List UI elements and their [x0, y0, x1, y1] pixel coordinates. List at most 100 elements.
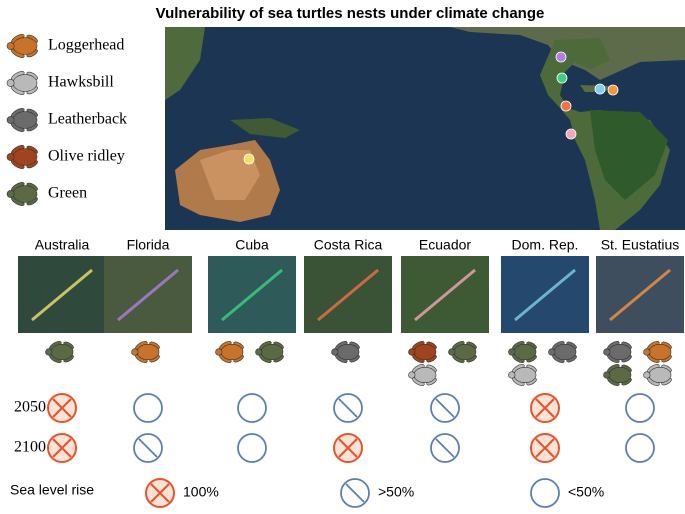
risk-icon [340, 478, 370, 508]
risk-circle [430, 393, 460, 423]
head [255, 348, 263, 356]
key-label: 100% [183, 484, 219, 500]
risk-circle [340, 478, 370, 508]
site-name: St. Eustatius [601, 237, 680, 253]
shell [50, 343, 74, 360]
shell [136, 343, 160, 360]
risk-icon [133, 433, 163, 463]
turtle-icon [408, 364, 437, 386]
species-label: Olive ridley [48, 148, 125, 165]
coast [609, 268, 671, 322]
species-label: Leatherback [48, 111, 127, 128]
shell [513, 366, 537, 383]
risk-cross [535, 398, 555, 418]
turtle-icon [643, 341, 672, 363]
title: Vulnerability of sea turtles nests under… [156, 5, 545, 22]
risk-cross [338, 438, 358, 458]
shell [608, 343, 632, 360]
shell [648, 366, 672, 383]
risk-icon [625, 393, 655, 423]
turtle-icon [45, 341, 74, 363]
risk-circle [237, 393, 267, 423]
risk-slash [138, 438, 158, 458]
head [331, 348, 339, 356]
risk-icon [430, 393, 460, 423]
risk-circle [625, 433, 655, 463]
head [643, 371, 651, 379]
site-dot [560, 100, 572, 112]
shell [12, 37, 38, 55]
turtle-icon [408, 341, 437, 363]
site-name: Florida [127, 237, 170, 253]
head [408, 348, 416, 356]
risk-icon [47, 433, 77, 463]
risk-icon [237, 393, 267, 423]
risk-circle [133, 393, 163, 423]
key-title: Sea level rise [10, 482, 94, 498]
year-label: 2100 [14, 439, 46, 456]
coast [117, 268, 179, 322]
shell [12, 185, 38, 203]
shell [413, 343, 437, 360]
site-dot [555, 51, 567, 63]
turtle-icon [508, 341, 537, 363]
risk-slash [435, 398, 455, 418]
shell [12, 148, 38, 166]
risk-icon [530, 433, 560, 463]
head [215, 348, 223, 356]
head [508, 348, 516, 356]
shell [648, 343, 672, 360]
turtle-icon [548, 341, 577, 363]
risk-icon [47, 393, 77, 423]
risk-icon [530, 478, 560, 508]
risk-cross [52, 398, 72, 418]
shell [12, 74, 38, 92]
site-name: Cuba [235, 237, 269, 253]
coast [414, 268, 476, 322]
turtle-icon [331, 341, 360, 363]
species-label: Hawksbill [48, 74, 114, 91]
map [165, 27, 685, 230]
site-name: Ecuador [419, 237, 471, 253]
shell [453, 343, 477, 360]
key-label: >50% [378, 484, 414, 500]
site-name: Australia [35, 237, 90, 253]
risk-slash [435, 438, 455, 458]
head [643, 348, 651, 356]
risk-cross [150, 483, 170, 503]
shell [413, 366, 437, 383]
coast [514, 268, 576, 322]
head [548, 348, 556, 356]
shell [220, 343, 244, 360]
shell [336, 343, 360, 360]
head [508, 371, 516, 379]
turtle-icon [603, 364, 632, 386]
coast [317, 268, 379, 322]
turtle-icon [6, 182, 38, 206]
year-label: 2050 [14, 399, 46, 416]
head [6, 79, 15, 87]
turtle-icon [6, 34, 38, 58]
head [6, 190, 15, 198]
risk-cross [535, 438, 555, 458]
head [6, 42, 15, 50]
risk-circle [530, 478, 560, 508]
turtle-icon [6, 145, 38, 169]
turtle-icon [508, 364, 537, 386]
coast [31, 268, 93, 322]
site-dot [594, 83, 606, 95]
species-label: Green [48, 185, 87, 202]
shell [608, 366, 632, 383]
risk-circle [333, 393, 363, 423]
risk-circle [237, 433, 267, 463]
site-name: Dom. Rep. [512, 237, 579, 253]
risk-icon [530, 393, 560, 423]
head [448, 348, 456, 356]
turtle-icon [255, 341, 284, 363]
risk-icon [237, 433, 267, 463]
head [6, 116, 15, 124]
head [131, 348, 139, 356]
coast [221, 268, 283, 322]
